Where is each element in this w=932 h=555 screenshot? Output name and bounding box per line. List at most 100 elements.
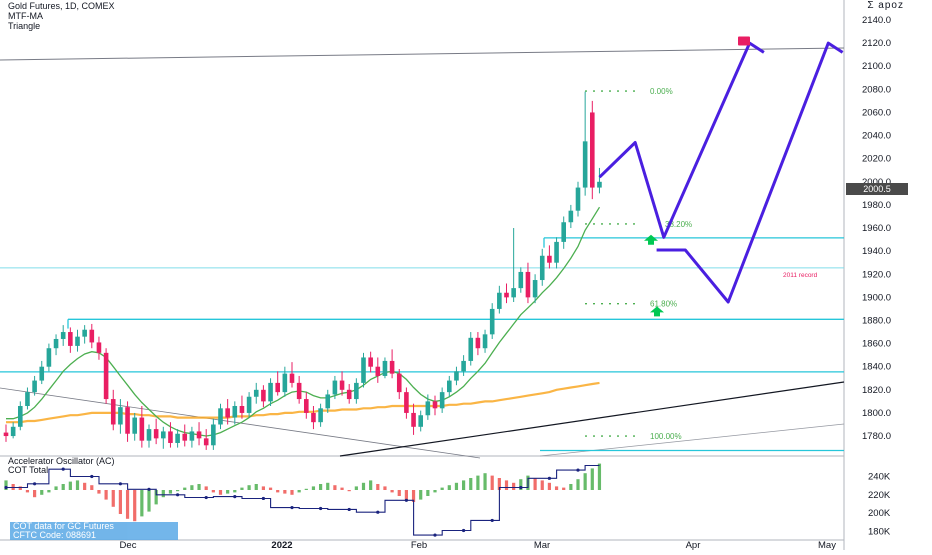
ac-histogram-bar — [68, 481, 72, 490]
indicator-y-tick-label: 200K — [868, 508, 891, 519]
candle-body — [411, 412, 416, 427]
ac-histogram-bar — [397, 490, 401, 496]
candle-body — [146, 429, 152, 441]
ac-histogram-bar — [111, 490, 115, 507]
trendline-black — [339, 381, 845, 457]
candle-body — [389, 360, 395, 374]
candle-body — [339, 380, 345, 390]
candle-body — [532, 280, 538, 298]
candle-body — [125, 407, 130, 434]
candle-body — [118, 407, 123, 425]
ac-histogram-bar — [161, 490, 165, 498]
ac-histogram-bar — [197, 484, 201, 490]
ac-histogram-bar — [354, 486, 358, 490]
ac-histogram-bar — [361, 482, 366, 490]
candle-body — [454, 371, 459, 381]
ac-histogram-bar — [483, 473, 487, 490]
ac-histogram-bar — [369, 480, 373, 490]
y-tick-label: 1800.0 — [862, 408, 891, 419]
x-tick-label: Apr — [686, 540, 701, 550]
candle-body — [525, 271, 531, 298]
cot-point — [4, 485, 8, 490]
fib-label-618: 61.80% — [650, 300, 677, 309]
ac-histogram-bar — [404, 490, 408, 500]
candle-body — [468, 337, 474, 361]
x-tick-label: Feb — [411, 540, 427, 550]
ac-histogram-bar — [297, 490, 301, 493]
projection-path-2 — [656, 41, 844, 304]
indicator-ac-label[interactable]: Accelerator Oscillator (AC) — [8, 456, 115, 466]
candle-body — [3, 432, 9, 437]
cot-point — [376, 510, 380, 514]
candle-body — [554, 241, 559, 263]
y-tick-label: 1880.0 — [862, 315, 891, 326]
ac-histogram-bar — [347, 490, 351, 492]
scale-label[interactable]: Σ apoz — [867, 0, 904, 11]
ac-histogram-bar — [569, 484, 573, 490]
indicator-y-tick-label: 240K — [868, 471, 891, 482]
candle-body — [46, 348, 52, 367]
ac-histogram-bar — [290, 490, 294, 495]
candle-body — [547, 255, 552, 263]
cot-total-line — [6, 464, 600, 536]
ac-histogram-bar — [226, 490, 230, 494]
y-tick-label: 2140.0 — [862, 15, 891, 26]
y-tick-label: 1840.0 — [862, 362, 891, 373]
ac-histogram-bar — [54, 486, 58, 490]
ac-histogram-bar — [426, 490, 430, 496]
target-marker-icon — [738, 36, 750, 46]
ac-histogram-bar — [447, 485, 451, 490]
candle-body — [10, 426, 16, 437]
candle-body — [89, 329, 95, 343]
candle-body — [461, 360, 466, 372]
candle-body — [590, 112, 595, 188]
y-tick-label: 2080.0 — [862, 84, 891, 95]
candle-body — [382, 360, 388, 376]
candle-body — [404, 392, 409, 413]
candle-body — [418, 415, 423, 427]
candle-body — [196, 431, 202, 439]
candle-body — [575, 187, 581, 211]
ac-histogram-bar — [283, 490, 287, 494]
ac-histogram-bar — [168, 490, 173, 494]
candle-body — [268, 382, 273, 402]
ac-histogram-bar — [411, 490, 416, 502]
moving-average-orange — [6, 381, 600, 424]
y-tick-label: 2000.0 — [862, 177, 891, 188]
candle-body — [282, 373, 288, 393]
ac-histogram-bar — [90, 485, 94, 490]
candle-body — [75, 336, 80, 346]
y-tick-label: 1820.0 — [862, 385, 891, 396]
indicator-y-tick-label: 180K — [868, 526, 891, 537]
ac-histogram-bar — [433, 490, 437, 493]
indicator-triangle[interactable]: Triangle — [8, 21, 41, 31]
candle-body — [346, 389, 352, 400]
ac-histogram-bar — [554, 486, 559, 490]
y-tick-label: 1860.0 — [862, 339, 891, 350]
ac-histogram-bar — [540, 480, 544, 490]
candle-body — [82, 329, 87, 337]
candle-body — [447, 380, 452, 393]
candle-body — [275, 382, 280, 393]
cot-point — [433, 533, 437, 537]
candle-body — [518, 271, 524, 289]
ac-histogram-bar — [75, 480, 80, 490]
symbol-title[interactable]: Gold Futures, 1D, COMEX — [8, 1, 115, 11]
ac-histogram-bar — [40, 490, 44, 495]
candle-body — [218, 408, 223, 425]
ac-histogram-bar — [240, 487, 244, 490]
ac-histogram-bar — [204, 486, 208, 490]
indicator-cot-label[interactable]: COT Total — [8, 465, 49, 475]
projection-path-1 — [598, 41, 765, 239]
ac-histogram-bar — [133, 490, 137, 522]
indicator-mtf-ma[interactable]: MTF-MA — [8, 11, 43, 21]
candle-body — [211, 424, 216, 446]
ac-histogram-bar — [326, 482, 330, 490]
ac-histogram-bar — [83, 482, 87, 490]
cot-point — [404, 498, 408, 502]
candle-body — [153, 429, 159, 439]
candle-body — [175, 433, 180, 443]
candle-body — [582, 141, 588, 188]
